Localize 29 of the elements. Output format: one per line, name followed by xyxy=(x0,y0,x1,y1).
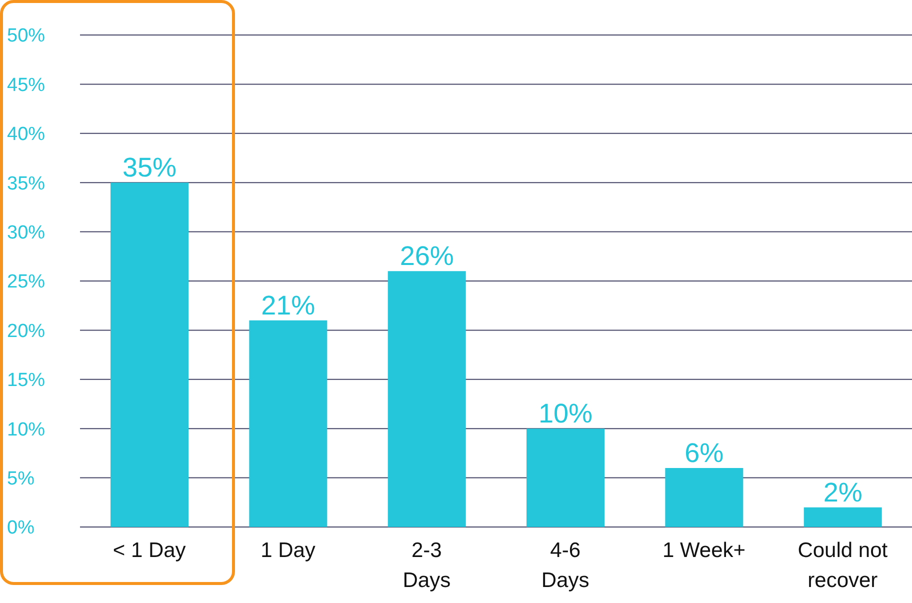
bar xyxy=(526,428,605,527)
y-tick-label: 40% xyxy=(7,124,46,146)
bar xyxy=(388,271,466,527)
data-label: 35% xyxy=(122,152,177,183)
y-tick-label: 45% xyxy=(7,74,46,96)
y-tick-label: 10% xyxy=(7,419,46,440)
data-label: 2% xyxy=(823,477,862,508)
x-tick-label: < 1 Day xyxy=(112,539,186,562)
x-tick-label: 1 Week+ xyxy=(662,539,746,562)
data-label: 10% xyxy=(538,398,593,429)
x-tick-label: 1 Day xyxy=(260,539,316,562)
data-label: 21% xyxy=(261,290,316,320)
x-tick-label: Could not recover xyxy=(798,539,888,592)
data-label: 26% xyxy=(400,241,454,272)
y-tick-label: 5% xyxy=(7,468,35,490)
y-tick-label: 25% xyxy=(7,272,46,293)
x-tick-label: 4-6 Days xyxy=(541,539,590,592)
y-tick-label: 35% xyxy=(7,173,46,194)
y-tick-label: 20% xyxy=(7,320,46,342)
y-tick-label: 50% xyxy=(7,26,46,47)
bar xyxy=(804,507,882,527)
bar xyxy=(249,320,328,527)
y-tick-label: 30% xyxy=(7,222,46,244)
x-tick-label: 2-3 Days xyxy=(402,539,451,592)
y-tick-label: 0% xyxy=(7,518,35,539)
bar xyxy=(110,182,189,527)
bar xyxy=(665,468,744,527)
data-label: 6% xyxy=(684,438,724,468)
y-tick-label: 15% xyxy=(7,370,46,392)
